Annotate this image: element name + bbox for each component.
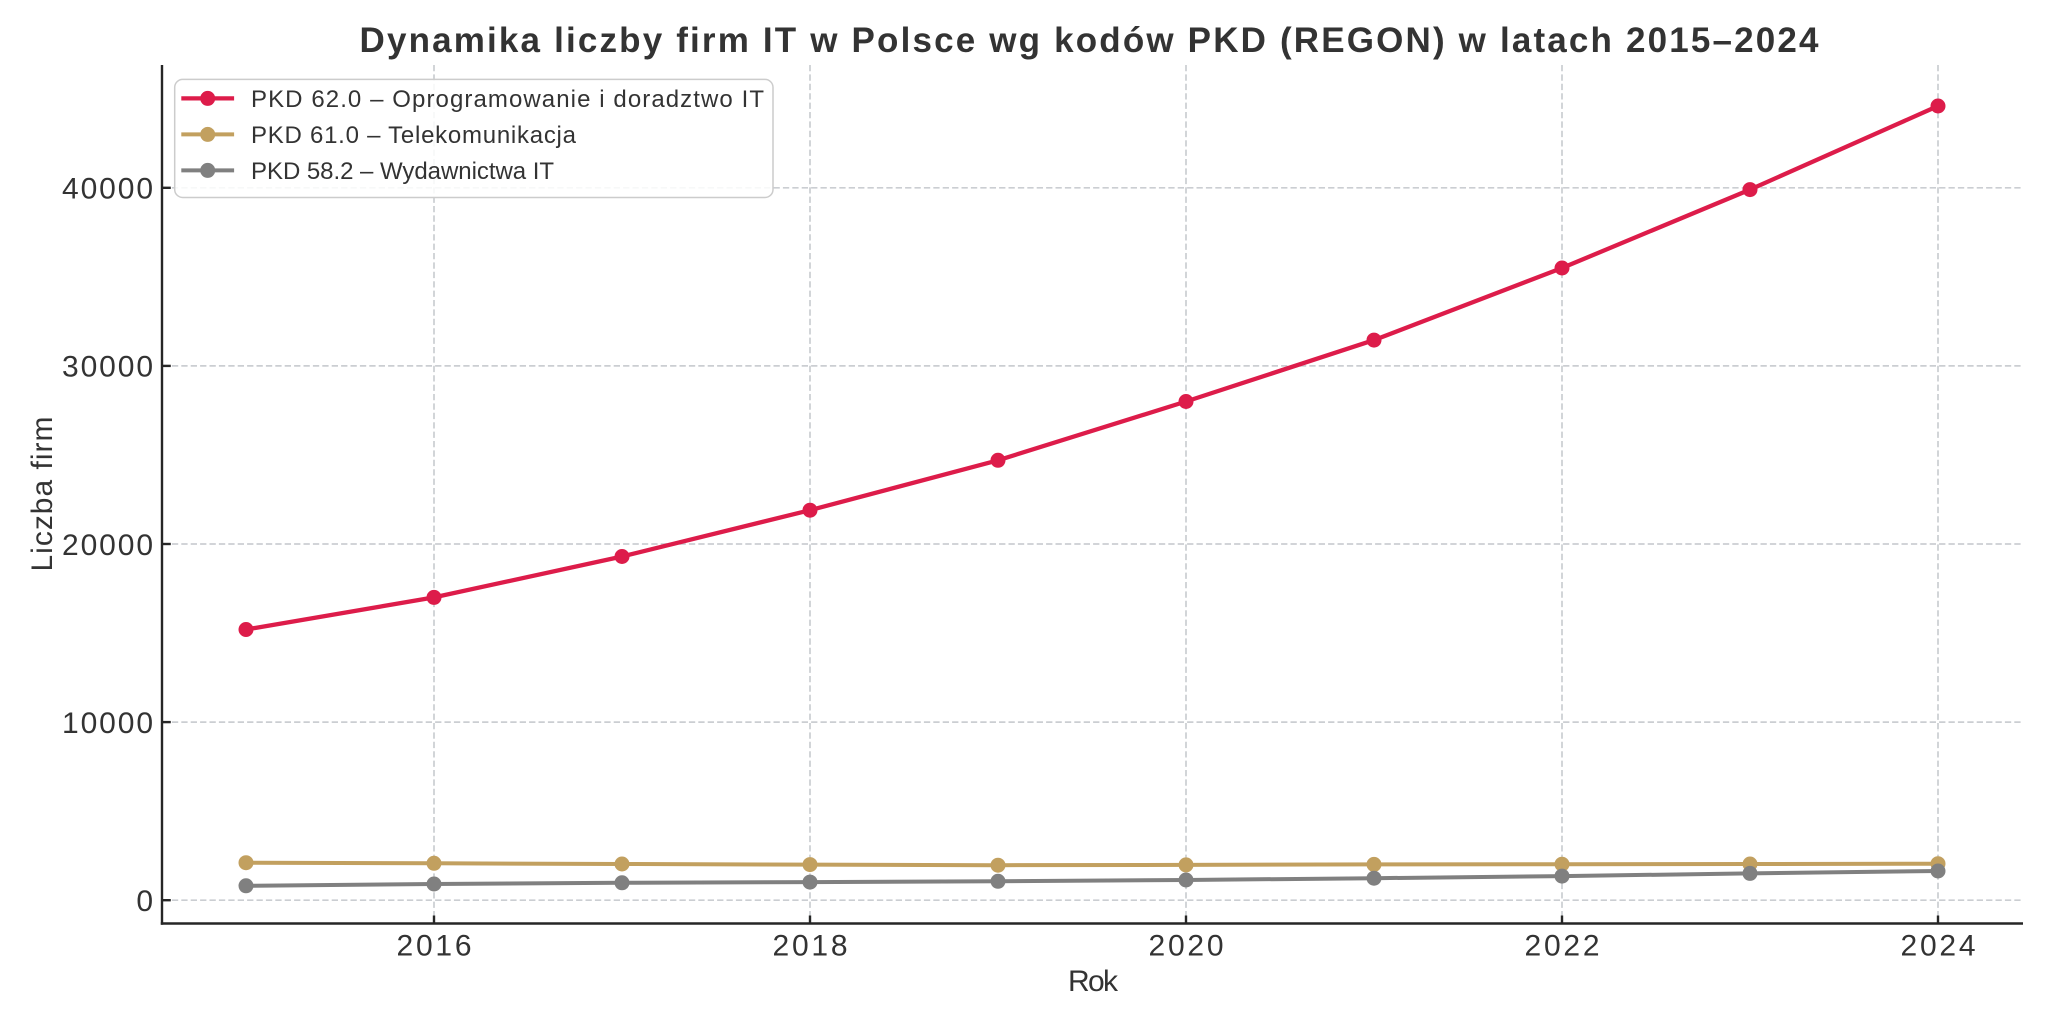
svg-text:0: 0 [136, 885, 153, 918]
svg-text:10000: 10000 [62, 707, 153, 740]
svg-text:PKD 61.0 – Telekomunikacja: PKD 61.0 – Telekomunikacja [251, 122, 577, 149]
svg-text:30000: 30000 [62, 351, 153, 384]
svg-text:40000: 40000 [62, 173, 153, 206]
svg-text:20000: 20000 [62, 529, 153, 562]
svg-text:Dynamika liczby firm IT w Pols: Dynamika liczby firm IT w Polsce wg kodó… [360, 21, 1820, 60]
svg-text:Liczba firm: Liczba firm [26, 417, 59, 572]
svg-text:Rok: Rok [1068, 965, 1119, 998]
svg-text:PKD 62.0 – Oprogramowanie i do: PKD 62.0 – Oprogramowanie i doradztwo IT [251, 86, 764, 113]
svg-text:PKD 58.2 – Wydawnictwa IT: PKD 58.2 – Wydawnictwa IT [251, 158, 554, 185]
